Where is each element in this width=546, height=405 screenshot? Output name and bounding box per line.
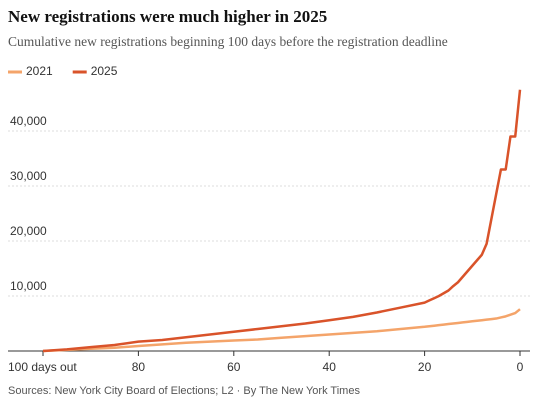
x-tick-label: 20 (418, 360, 432, 374)
legend-label: 2021 (26, 64, 53, 78)
x-tick-label: 100 days out (8, 360, 77, 374)
x-tick-label: 0 (517, 360, 524, 374)
series-line (42, 89, 522, 353)
chart-title: New registrations were much higher in 20… (8, 7, 327, 26)
source-note: Sources: New York City Board of Election… (8, 385, 360, 397)
x-tick-label: 40 (323, 360, 337, 374)
y-tick-label: 20,000 (10, 224, 47, 238)
y-tick-label: 40,000 (10, 114, 47, 128)
legend-label: 2025 (91, 64, 118, 78)
y-tick-label: 30,000 (10, 169, 47, 183)
chart-subtitle: Cumulative new registrations beginning 1… (8, 34, 448, 49)
series-line (42, 308, 521, 353)
y-tick-label: 10,000 (10, 279, 47, 293)
x-tick-label: 60 (227, 360, 241, 374)
x-tick-label: 80 (132, 360, 146, 374)
